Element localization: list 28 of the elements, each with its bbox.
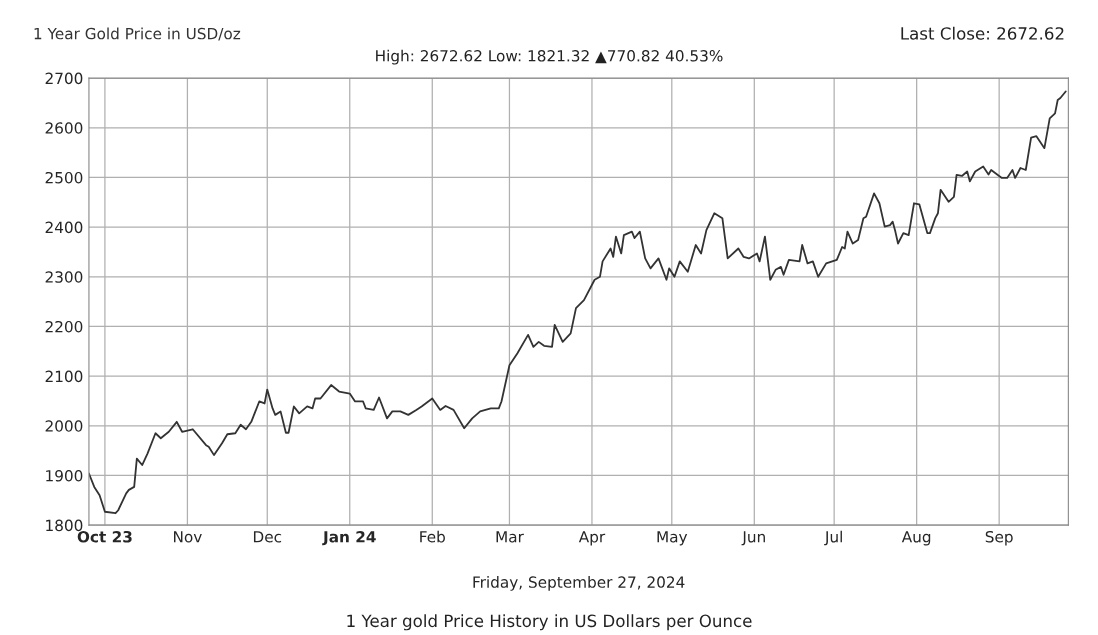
y-tick-label: 2000 — [45, 420, 83, 432]
x-tick-label: Aug — [901, 531, 931, 546]
y-tick-label: 1800 — [46, 519, 83, 532]
y-tick-label: 2100 — [45, 370, 83, 383]
x-tick-label: Mar — [496, 531, 524, 543]
x-tick-label: May — [657, 531, 688, 546]
chart-title: 1 Year Gold Price in USD/oz — [34, 27, 241, 41]
x-tick-label: Feb — [420, 530, 445, 543]
x-tick-label: Nov — [174, 531, 202, 543]
x-tick-label: Jul — [824, 530, 842, 546]
text: 1 Year gold Price History in US Dollars per Ounce — [347, 614, 752, 631]
y-tick-label: 2500 — [45, 171, 83, 184]
x-tick-label: Apr — [578, 531, 606, 546]
text: Last Close: 2672.62 — [901, 26, 1064, 40]
chart-subtitle: High: 2672.62 Low: 1821.32 ▲770.82 40.53% — [376, 49, 723, 65]
y-tick-label: 2400 — [45, 221, 83, 234]
y-tick-label: 2600 — [45, 122, 83, 134]
x-tick-label: Oct 23 — [77, 530, 132, 543]
x-tick-label: Dec — [253, 531, 282, 543]
y-tick-label: 2700 — [45, 72, 83, 85]
y-tick-label: 2300 — [45, 271, 83, 283]
x-tick-label: Sep — [985, 530, 1013, 546]
x-tick-label: Jun — [741, 531, 765, 546]
line-series — [88, 90, 1067, 515]
y-tick-label: 2200 — [45, 320, 83, 333]
y-tick-label: 1900 — [46, 469, 83, 482]
x-tick-label: Jan 24 — [322, 530, 376, 546]
x-axis-title: Friday, September 27, 2024 — [473, 576, 685, 591]
